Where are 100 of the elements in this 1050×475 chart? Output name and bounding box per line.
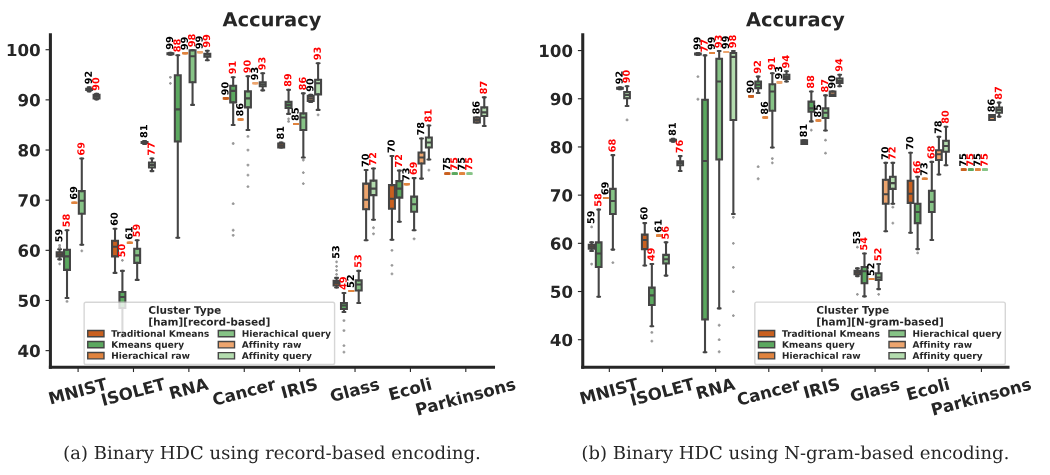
text: 68: [927, 146, 935, 159]
text: 88: [806, 75, 815, 89]
text: 86: [760, 101, 769, 115]
text: 61: [654, 219, 662, 233]
text: 70: [387, 139, 395, 153]
y-tick-label: 70: [550, 189, 573, 202]
text: 99: [707, 37, 715, 50]
text: 59: [132, 224, 140, 237]
text: 58: [594, 193, 602, 206]
text: 53: [852, 231, 861, 244]
text: 89: [284, 73, 292, 87]
text: 68: [608, 139, 616, 152]
y-tick-label: 100: [7, 43, 40, 57]
x-tick-label: IRIS: [803, 377, 841, 399]
text: 93: [250, 67, 259, 80]
text: 75: [457, 157, 465, 170]
text: 93: [714, 35, 723, 48]
text: 69: [77, 142, 85, 155]
x-tick-label: Glass: [329, 377, 380, 403]
legend-label: Hierachical raw: [112, 351, 190, 359]
text: 60: [640, 207, 648, 220]
y-tick-label: 80: [550, 140, 573, 154]
text: 91: [228, 61, 236, 74]
text: 75: [973, 153, 981, 167]
text: 99: [165, 36, 174, 50]
text: 78: [934, 121, 942, 134]
text: 60: [110, 212, 118, 226]
text: 80: [941, 110, 949, 124]
text: 90: [243, 60, 251, 73]
y-tick-label: 40: [550, 333, 573, 347]
legend-title: Cluster Type [ham][N-gram-based]: [816, 305, 943, 328]
text: 75: [966, 153, 974, 167]
text: 90: [306, 78, 314, 92]
text: 70: [361, 154, 369, 167]
text: 90: [221, 82, 229, 95]
text: 92: [615, 71, 623, 84]
text: 69: [69, 186, 78, 200]
text: 92: [753, 61, 761, 74]
text: 81: [140, 125, 148, 138]
text: 99: [202, 34, 211, 48]
text: 93: [313, 47, 321, 60]
text: 75: [442, 157, 451, 170]
x-tick-label: RNA: [696, 377, 736, 399]
y-tick-label: 100: [540, 44, 573, 58]
text: 59: [587, 211, 595, 224]
text: 72: [888, 147, 896, 160]
text: 66: [913, 160, 921, 174]
text: 81: [668, 123, 676, 136]
text: 59: [55, 229, 63, 242]
text: 99: [721, 36, 730, 49]
text: 77: [147, 142, 155, 155]
text: 93: [774, 66, 783, 79]
text: 88: [173, 39, 181, 52]
legend-label: Kmeans query: [782, 341, 855, 350]
y-tick-label: 70: [18, 194, 40, 207]
text: 86: [472, 101, 480, 114]
text: 81: [799, 124, 808, 137]
text: 91: [767, 57, 776, 70]
y-tick-label: 80: [18, 143, 40, 157]
text: 87: [479, 81, 488, 94]
text: 86: [987, 99, 995, 112]
x-tick-label: Cancer: [736, 377, 802, 406]
y-tick-label: 60: [18, 244, 40, 257]
text: 90: [92, 77, 100, 91]
y-tick-label: 90: [550, 92, 573, 106]
y-tick-label: 90: [18, 93, 40, 107]
y-tick-label: 60: [550, 237, 573, 250]
text: 94: [835, 58, 843, 72]
text: 73: [402, 168, 410, 181]
text: 90: [828, 75, 836, 89]
legend-label: Affinity query: [912, 352, 983, 361]
text: 78: [416, 122, 425, 135]
legend-label: Affinity raw: [912, 340, 972, 350]
text: 77: [700, 39, 708, 52]
text: 52: [346, 275, 355, 288]
text: 69: [601, 182, 609, 195]
text: 69: [409, 162, 417, 175]
text: 75: [450, 157, 458, 170]
text: 49: [339, 277, 347, 290]
legend-label: Affinity query: [241, 352, 312, 361]
text: 99: [693, 37, 701, 50]
text: 87: [820, 79, 829, 92]
legend-title: Cluster Type [ham][record-based]: [148, 305, 270, 327]
text: 90: [746, 80, 754, 93]
y-tick-label: 50: [551, 285, 573, 299]
text: 58: [62, 214, 70, 227]
legend-label: Hierachical query: [242, 329, 331, 339]
text: 72: [394, 154, 403, 167]
text: 98: [188, 34, 196, 47]
legend-label: Affinity raw: [241, 340, 302, 350]
text: 70: [906, 136, 914, 150]
text: 56: [661, 226, 669, 239]
chart-title: Accuracy: [222, 12, 322, 31]
text: 72: [368, 152, 377, 165]
text: (b) Binary HDC using N-gram-based encoding.: [582, 445, 1008, 464]
text: (a) Binary HDC using record-based encoding.: [64, 445, 480, 464]
text: 98: [728, 35, 737, 48]
text: 85: [291, 108, 299, 121]
text: 99: [195, 36, 203, 49]
text: 75: [959, 153, 967, 167]
